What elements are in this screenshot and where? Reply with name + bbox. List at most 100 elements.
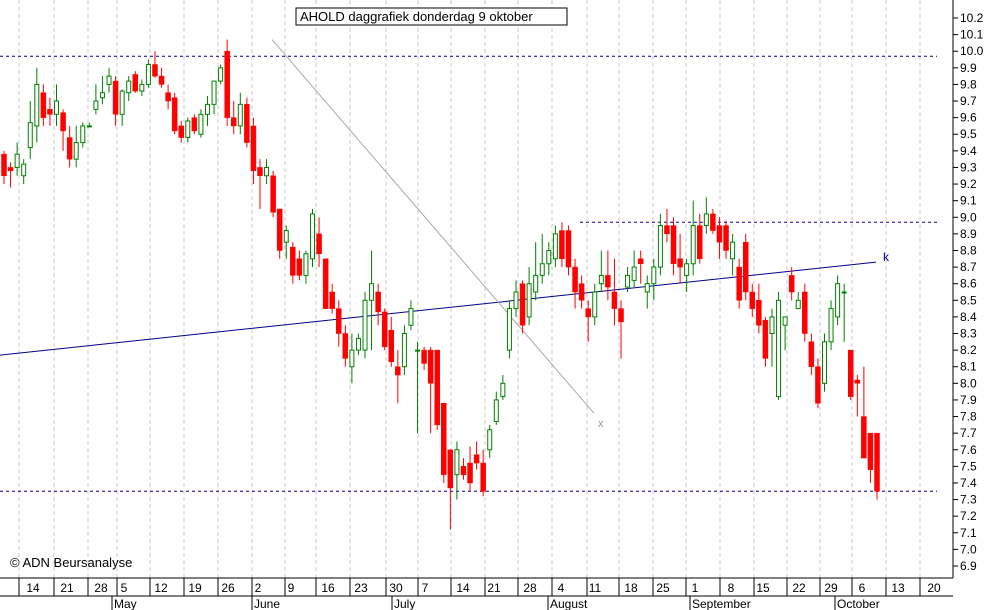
candle	[487, 424, 493, 459]
candle-body	[716, 225, 723, 243]
candle	[677, 233, 683, 284]
candle	[828, 300, 834, 351]
y-tick-label: 9.3	[960, 160, 977, 174]
candle	[329, 283, 335, 314]
candle	[211, 80, 217, 115]
fan-line	[271, 39, 595, 414]
x-tick-label: 14	[26, 581, 40, 595]
candle-body	[592, 291, 598, 318]
candle	[559, 222, 565, 268]
candle-body	[434, 349, 440, 426]
y-tick-label: 9.7	[960, 94, 977, 108]
candle-body	[264, 166, 270, 177]
candle-body	[66, 137, 73, 160]
candle-body	[684, 263, 690, 276]
x-tick-label: 7	[422, 581, 429, 595]
candle	[703, 197, 709, 234]
candle	[493, 391, 499, 425]
candle-body	[533, 274, 539, 293]
candle	[86, 122, 92, 128]
candle	[296, 250, 303, 281]
x-tick-label: 28	[94, 581, 108, 595]
x-tick-labels: 14 21 28 5 12 19 26 2 9 16 23 30 7 14 21 28 4 11 18 25 1 8 15 2…	[18, 578, 941, 596]
candle	[854, 375, 861, 417]
candle	[788, 267, 795, 301]
candle-body	[854, 379, 861, 384]
candle-body	[230, 117, 237, 127]
candle	[861, 366, 867, 459]
candle-body	[257, 167, 263, 177]
x-tick-label: 8	[728, 581, 735, 595]
candle	[434, 349, 440, 430]
candle-body	[237, 103, 243, 127]
y-tick-label: 9.8	[960, 77, 977, 91]
candle-body	[355, 337, 361, 351]
x-tick-label: 5	[121, 581, 128, 595]
candle	[716, 217, 723, 259]
candle-body	[598, 274, 604, 285]
candle	[204, 96, 210, 126]
candle	[762, 316, 769, 367]
candle-body	[276, 208, 283, 251]
y-tick-label: 8.2	[960, 343, 977, 357]
candle-body	[47, 109, 53, 115]
horizontal-lines	[0, 55, 937, 492]
candle	[657, 213, 663, 276]
candle	[421, 346, 427, 371]
candle	[441, 403, 447, 483]
candle	[369, 250, 375, 351]
candle	[14, 142, 20, 176]
y-tick-label: 9.0	[960, 210, 977, 224]
candle-body	[1, 153, 7, 177]
candle-body	[401, 333, 407, 368]
candle-body	[861, 416, 867, 459]
candle-body	[454, 449, 460, 476]
x-tick-label: 25	[656, 581, 670, 595]
candle-body	[310, 213, 316, 260]
candle	[631, 250, 637, 288]
candle-body	[519, 283, 526, 326]
candle	[21, 159, 27, 185]
candle	[119, 89, 125, 126]
candle-body	[191, 117, 198, 132]
candle	[250, 117, 257, 185]
candle	[401, 325, 407, 376]
candle-body	[185, 120, 191, 139]
candle-body	[204, 103, 210, 115]
y-tick-label: 7.2	[960, 509, 977, 523]
candle-body	[408, 308, 414, 326]
candle	[171, 92, 178, 135]
candle-body	[703, 213, 709, 227]
candle-body	[657, 225, 663, 268]
y-tick-label: 7.5	[960, 459, 977, 473]
candle	[723, 220, 729, 259]
candle-body	[441, 403, 447, 475]
y-tick-label: 6.9	[960, 559, 977, 573]
candle	[454, 441, 460, 500]
x-tick-label: 9	[288, 581, 295, 595]
candle	[126, 76, 132, 102]
candle-body	[427, 349, 434, 384]
candle-body	[769, 316, 775, 335]
candle-body	[776, 299, 782, 398]
x-tick-label: 16	[321, 581, 335, 595]
candle	[742, 233, 749, 301]
candle	[519, 280, 526, 334]
candle-body	[874, 432, 880, 492]
y-tick-label: 9.9	[960, 61, 977, 75]
candle-body	[40, 92, 47, 118]
candle-body	[847, 349, 854, 397]
candle	[73, 125, 79, 168]
x-month-label: September	[692, 597, 751, 610]
candle-body	[86, 125, 92, 128]
candle	[198, 109, 204, 138]
candle-body	[572, 266, 578, 293]
candle-body	[93, 100, 99, 110]
candle-body	[336, 308, 342, 334]
candle	[769, 308, 775, 367]
candle	[821, 333, 827, 392]
chart-title-box	[295, 7, 568, 26]
candle	[60, 109, 66, 151]
trendline-label: k	[883, 250, 890, 264]
candle-body	[198, 113, 204, 135]
